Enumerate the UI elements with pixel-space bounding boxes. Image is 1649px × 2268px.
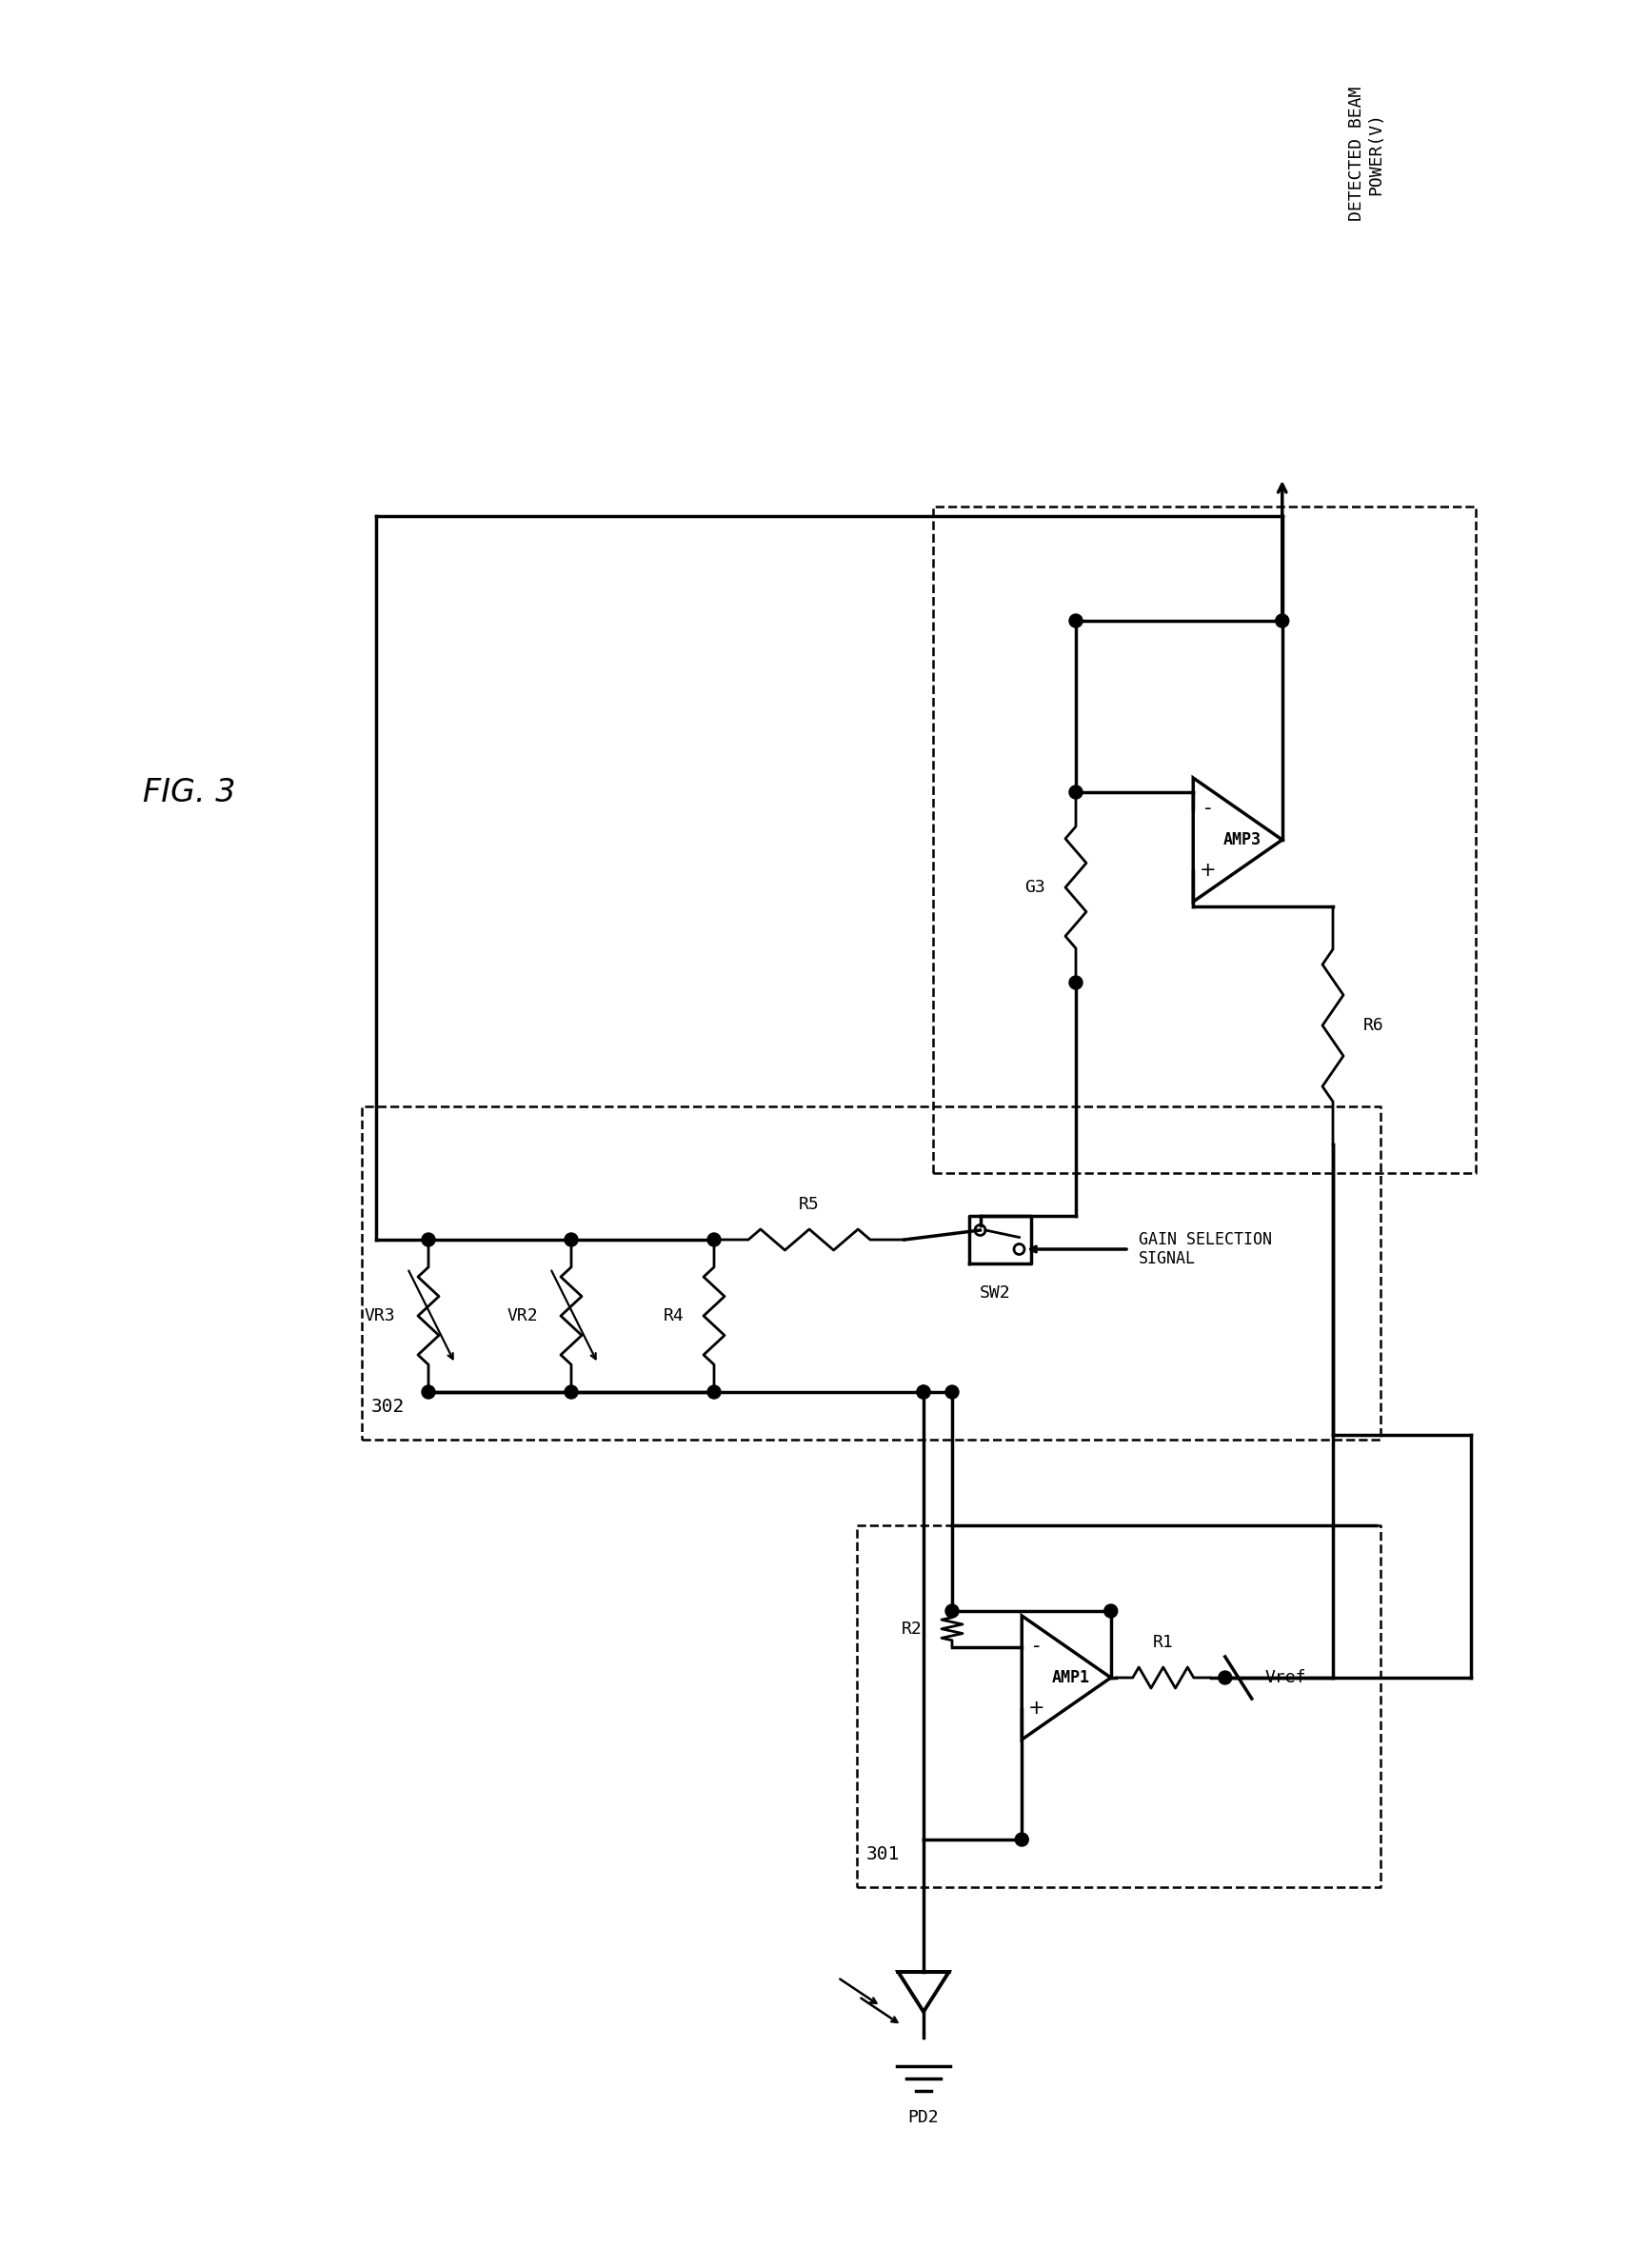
Text: -: - <box>1032 1637 1039 1656</box>
Text: R5: R5 <box>798 1195 820 1213</box>
Text: 302: 302 <box>371 1397 404 1415</box>
Circle shape <box>1275 615 1288 628</box>
Circle shape <box>1069 785 1082 798</box>
Circle shape <box>707 1386 721 1399</box>
Circle shape <box>917 1386 930 1399</box>
Text: Vref: Vref <box>1265 1669 1306 1685</box>
Text: R1: R1 <box>1153 1633 1172 1651</box>
Circle shape <box>917 1386 930 1399</box>
Text: R2: R2 <box>900 1619 922 1637</box>
Text: SW2: SW2 <box>980 1284 1009 1302</box>
Circle shape <box>564 1386 577 1399</box>
Circle shape <box>1014 1833 1027 1846</box>
Text: 301: 301 <box>866 1846 899 1864</box>
Text: AMP1: AMP1 <box>1052 1669 1090 1685</box>
Text: VR2: VR2 <box>506 1306 538 1325</box>
Text: VR3: VR3 <box>364 1306 394 1325</box>
Circle shape <box>422 1234 435 1247</box>
Text: AMP3: AMP3 <box>1222 830 1261 848</box>
Text: DETECTED BEAM
POWER(V): DETECTED BEAM POWER(V) <box>1347 86 1384 220</box>
Circle shape <box>422 1386 435 1399</box>
Text: +: + <box>1027 1699 1044 1719</box>
Circle shape <box>945 1603 958 1617</box>
Text: PD2: PD2 <box>907 2109 938 2125</box>
Text: G3: G3 <box>1024 878 1045 896</box>
Text: R6: R6 <box>1362 1016 1384 1034</box>
Text: +: + <box>1199 862 1215 880</box>
Text: FIG. 3: FIG. 3 <box>143 776 236 807</box>
Text: R4: R4 <box>663 1306 683 1325</box>
Circle shape <box>1217 1672 1232 1685</box>
Circle shape <box>1103 1603 1116 1617</box>
Circle shape <box>564 1234 577 1247</box>
Circle shape <box>707 1234 721 1247</box>
Circle shape <box>1069 975 1082 989</box>
Text: -: - <box>1204 798 1210 819</box>
Circle shape <box>945 1386 958 1399</box>
Text: GAIN SELECTION
SIGNAL: GAIN SELECTION SIGNAL <box>1138 1232 1271 1268</box>
Circle shape <box>1069 615 1082 628</box>
